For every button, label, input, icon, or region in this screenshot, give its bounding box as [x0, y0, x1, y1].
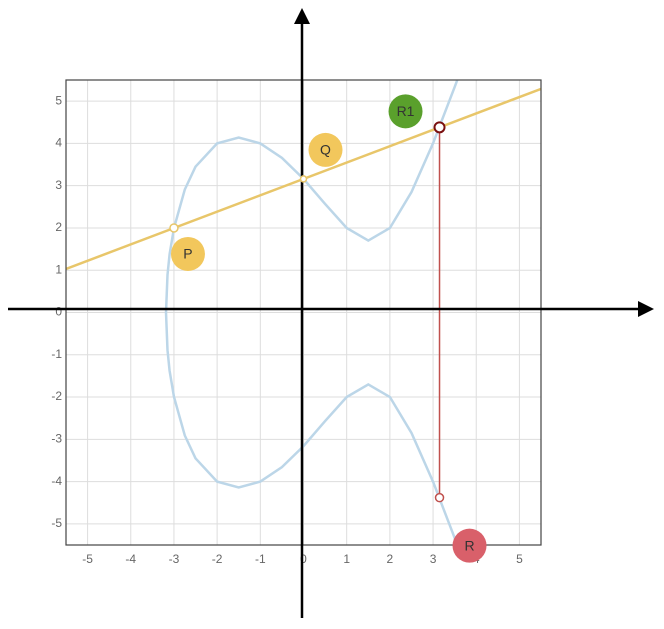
- point: [169, 223, 179, 233]
- point-label: R1: [397, 103, 415, 119]
- y-tick-label: -5: [51, 516, 62, 530]
- x-tick-label: 5: [516, 552, 523, 566]
- x-tick-label: 0: [300, 552, 307, 566]
- y-arrow: [294, 8, 310, 24]
- point-badge: [452, 528, 487, 563]
- point-label: R: [464, 537, 474, 553]
- y-tick-label: -3: [51, 431, 62, 445]
- x-tick-label: -3: [169, 552, 180, 566]
- x-tick-label: -1: [255, 552, 266, 566]
- point-badge: [170, 236, 205, 271]
- point: [434, 492, 445, 503]
- y-tick-label: -4: [51, 474, 62, 488]
- y-tick-label: 4: [55, 136, 62, 150]
- y-tick-label: -1: [51, 347, 62, 361]
- y-tick-label: 0: [55, 305, 62, 319]
- x-tick-label: 1: [343, 552, 350, 566]
- point-label: P: [183, 246, 192, 262]
- x-tick-label: -2: [212, 552, 223, 566]
- point-label: Q: [320, 142, 331, 158]
- y-tick-label: 1: [55, 262, 62, 276]
- y-tick-label: 3: [55, 178, 62, 192]
- x-arrow: [638, 301, 654, 317]
- x-tick-label: 3: [430, 552, 437, 566]
- y-tick-label: 5: [55, 93, 62, 107]
- plot-frame: [65, 79, 542, 546]
- x-tick-label: -4: [125, 552, 136, 566]
- point: [433, 121, 446, 134]
- x-tick-label: 2: [387, 552, 394, 566]
- point-badge: [388, 94, 423, 129]
- x-tick-label: -5: [82, 552, 93, 566]
- curve-branch: [164, 312, 459, 545]
- y-tick-label: -2: [51, 389, 62, 403]
- point-badge: [308, 132, 343, 167]
- point: [299, 175, 308, 183]
- y-tick-label: 2: [55, 220, 62, 234]
